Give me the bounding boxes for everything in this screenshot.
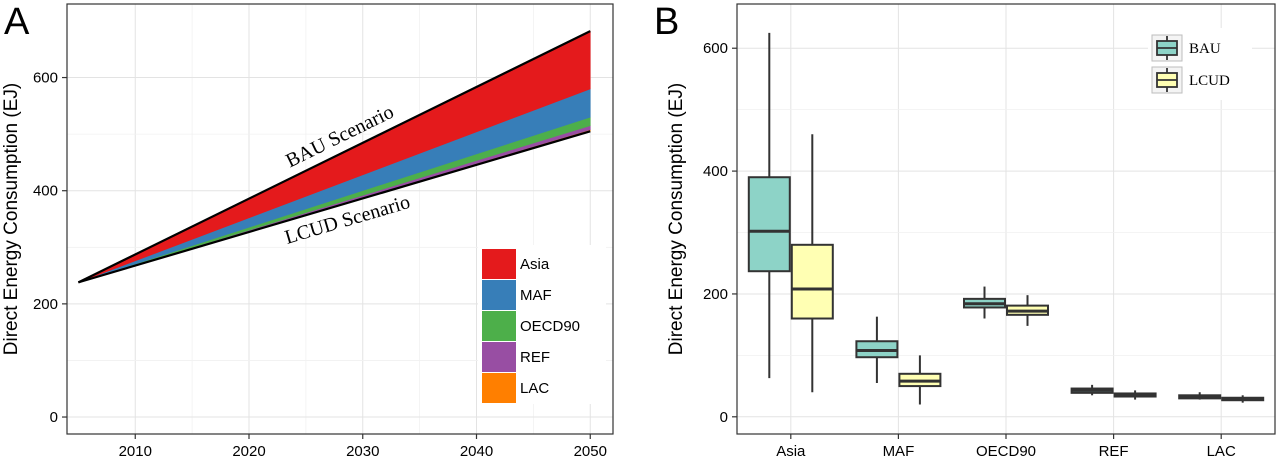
legend-label-maf: MAF: [520, 287, 552, 304]
panel-b-x-ticks: Asia MAF OECD90 REF LAC: [776, 434, 1236, 460]
x-tick-label-2010: 2010: [119, 443, 152, 460]
legend-label-lcud: LCUD: [1189, 73, 1230, 89]
x-tick-label-asia: Asia: [776, 443, 806, 460]
lcud-total-line: [78, 130, 591, 284]
legend-label-ref: REF: [520, 349, 550, 366]
legend-swatch-oecd90: [482, 311, 516, 341]
x-tick-label-2050: 2050: [574, 443, 607, 460]
panel-b-y-axis-title: Direct Energy Consumption (EJ): [666, 83, 687, 355]
panel-a-legend: Asia MAF OECD90 REF LAC: [478, 245, 606, 404]
legend-label-asia: Asia: [520, 256, 550, 273]
panel-b-gridlines: [737, 4, 1275, 434]
bau-total-line: [77, 30, 591, 284]
legend-swatch-lac: [482, 373, 516, 403]
y-tick-label-600: 600: [33, 70, 58, 87]
x-tick-label-ref: REF: [1099, 443, 1129, 460]
y-tick-label-600: 600: [703, 40, 728, 57]
panel-a-border: [66, 3, 614, 435]
legend-swatch-asia: [482, 249, 516, 279]
panel-a-y-ticks: 0 200 400 600: [33, 70, 67, 426]
legend-label-bau: BAU: [1189, 41, 1221, 57]
y-tick-label-200: 200: [33, 296, 58, 313]
y-tick-label-0: 0: [50, 409, 58, 426]
box-bau-asia: [747, 176, 791, 273]
panel-a-x-ticks: 2010 2020 2030 2040 2050: [119, 434, 607, 460]
x-tick-label-oecd90: OECD90: [976, 443, 1036, 460]
x-tick-label-maf: MAF: [883, 443, 915, 460]
panel-a-areas: [77, 30, 591, 284]
legend-label-lac: LAC: [520, 380, 549, 397]
legend-swatch-maf: [482, 280, 516, 310]
panel-label-b: B: [654, 1, 679, 43]
x-tick-label-2040: 2040: [460, 443, 493, 460]
box-lcud-asia: [790, 243, 834, 320]
x-tick-label-2020: 2020: [232, 443, 265, 460]
y-tick-label-400: 400: [33, 183, 58, 200]
panel-b-y-ticks: 0 200 400 600: [703, 40, 737, 426]
x-tick-label-lac: LAC: [1207, 443, 1236, 460]
panel-a-y-axis-title: Direct Energy Consumption (EJ): [1, 83, 22, 355]
panel-label-a: A: [4, 1, 30, 43]
y-tick-label-400: 400: [703, 163, 728, 180]
x-tick-label-2030: 2030: [346, 443, 379, 460]
panel-b-legend: BAU LCUD: [1148, 28, 1252, 100]
y-tick-label-200: 200: [703, 286, 728, 303]
legend-label-oecd90: OECD90: [520, 318, 580, 335]
legend-swatch-ref: [482, 342, 516, 372]
y-tick-label-0: 0: [720, 409, 728, 426]
panel-b-boxes: [747, 32, 1265, 405]
